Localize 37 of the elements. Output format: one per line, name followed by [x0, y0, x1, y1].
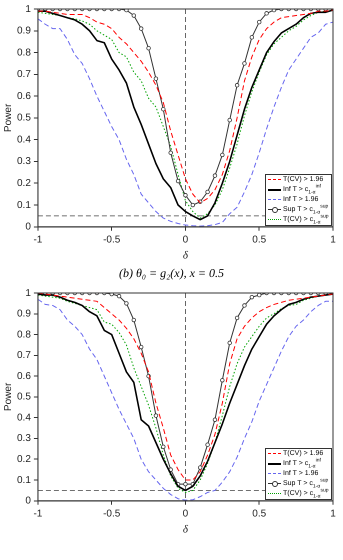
y-tick-label: 1	[25, 288, 32, 299]
x-tick-label: 1	[330, 508, 336, 520]
y-tick-label: 0.5	[16, 112, 32, 124]
y-tick-label: 0.7	[16, 69, 32, 80]
x-tick-label: 0.5	[252, 508, 267, 520]
y-tick-label: 0.5	[16, 392, 32, 403]
y-tick-label: 0.1	[16, 200, 32, 211]
y-axis-title: Power	[2, 103, 14, 132]
y-tick-label: 0	[25, 496, 32, 507]
y-tick-label: 0.4	[16, 134, 32, 146]
x-tick-label: -0.5	[103, 234, 121, 246]
x-tick-label: 0	[182, 508, 189, 520]
y-tick-label: 1	[25, 4, 32, 15]
y-axis-title: Power	[2, 382, 14, 412]
y-tick-label: 0.4	[16, 412, 32, 424]
y-tick-label: 0.7	[16, 350, 32, 362]
y-tick-label: 0.3	[16, 156, 32, 168]
chart-title: (b) θ₀ = g₂(x), x = 0.5	[118, 265, 226, 282]
y-tick-label: 0.6	[16, 90, 32, 102]
x-tick-label: -1	[33, 234, 43, 246]
x-axis-title: δ	[182, 523, 189, 536]
y-tick-label: 0.2	[16, 454, 32, 465]
y-tick-label: 0	[25, 222, 32, 233]
x-tick-label: 1	[330, 234, 336, 246]
y-tick-label: 0.3	[16, 433, 32, 444]
y-tick-label: 0.2	[16, 178, 32, 189]
y-tick-label: 0.9	[16, 308, 32, 320]
y-tick-label: 0.9	[16, 26, 32, 37]
y-tick-label: 0.8	[16, 47, 32, 58]
x-axis-title: δ	[182, 249, 189, 262]
x-tick-label: 0	[182, 234, 189, 246]
y-tick-label: 0.6	[16, 370, 32, 382]
x-tick-label: -1	[33, 508, 43, 520]
x-tick-label: 0.5	[252, 234, 267, 246]
y-tick-label: 0.8	[16, 329, 32, 340]
x-tick-label: -0.5	[103, 508, 121, 520]
y-tick-label: 0.1	[16, 474, 32, 486]
